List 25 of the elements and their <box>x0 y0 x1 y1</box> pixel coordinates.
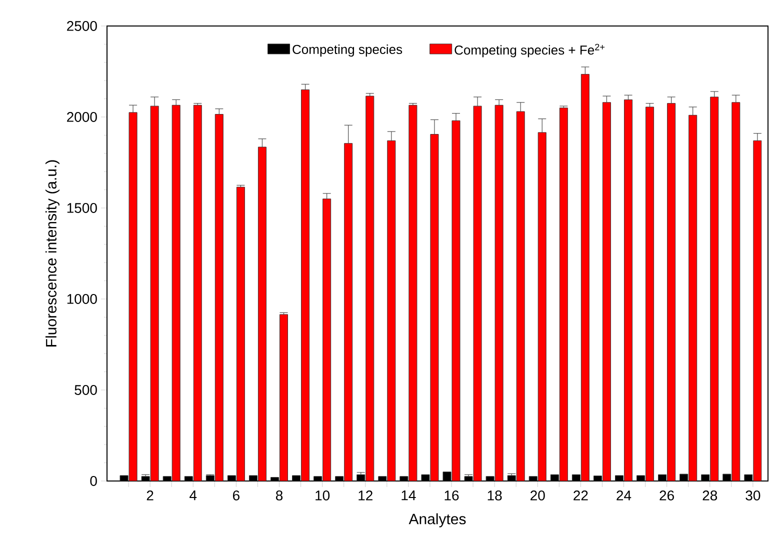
y-tick-label: 2000 <box>67 112 97 122</box>
x-tick-label: 2 <box>146 490 154 500</box>
y-axis-title: Fluorescence intensity (a.u.) <box>45 160 60 346</box>
x-tick-label: 24 <box>616 490 632 500</box>
x-tick-label: 12 <box>358 490 372 500</box>
x-tick-label: 6 <box>233 490 240 500</box>
x-tick-label: 26 <box>660 490 674 500</box>
y-tick-label: 1000 <box>67 294 97 304</box>
y-tick-label: 1500 <box>67 203 97 213</box>
legend-label: Competing species <box>292 44 402 57</box>
x-tick-label: 8 <box>276 490 283 500</box>
x-tick-label: 16 <box>444 490 459 500</box>
legend-label: Competing species + Fe$^{2+}$ <box>454 44 605 58</box>
x-tick-label: 30 <box>746 490 760 500</box>
x-tick-label: 28 <box>702 490 718 500</box>
x-tick-label: 20 <box>530 490 545 500</box>
x-tick-label: 22 <box>574 490 588 500</box>
x-tick-label: 14 <box>402 490 416 500</box>
y-tick-label: 0 <box>90 476 97 486</box>
x-tick-label: 10 <box>316 490 330 500</box>
x-tick-label: 4 <box>190 490 197 500</box>
y-tick-label: 500 <box>74 385 97 395</box>
x-axis-title: Analytes <box>408 513 466 528</box>
x-tick-label: 18 <box>488 490 502 500</box>
y-tick-label: 2500 <box>67 21 97 31</box>
